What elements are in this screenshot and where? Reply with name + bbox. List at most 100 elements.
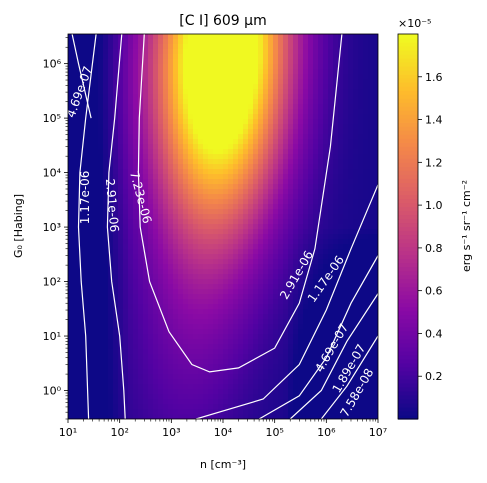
heatmap-cell (153, 369, 159, 375)
heatmap-cell (273, 329, 279, 335)
heatmap-cell (348, 134, 354, 140)
heatmap-cell (148, 149, 154, 155)
heatmap-cell (223, 174, 229, 180)
heatmap-cell (253, 324, 259, 330)
heatmap-cell (178, 269, 184, 275)
heatmap-cell (238, 159, 244, 165)
heatmap-cell (303, 274, 309, 280)
heatmap-cell (163, 364, 169, 370)
heatmap-cell (258, 344, 264, 350)
heatmap-cell (183, 124, 189, 130)
heatmap-cell (323, 179, 329, 185)
heatmap-cell (273, 89, 279, 95)
heatmap-cell (343, 219, 349, 225)
heatmap-cell (198, 229, 204, 235)
heatmap-cell (103, 124, 109, 130)
heatmap-cell (373, 244, 378, 250)
heatmap-cell (308, 264, 314, 270)
heatmap-cell (208, 104, 214, 110)
heatmap-cell (213, 59, 219, 65)
heatmap-cell (283, 174, 289, 180)
heatmap-cell (83, 269, 89, 275)
heatmap-cell (278, 74, 284, 80)
heatmap-cell (133, 174, 139, 180)
heatmap-cell (73, 314, 79, 320)
heatmap-cell (153, 149, 159, 155)
heatmap-cell (338, 94, 344, 100)
heatmap-cell (168, 414, 174, 419)
heatmap-cell (303, 324, 309, 330)
heatmap-cell (308, 344, 314, 350)
heatmap-cell (173, 234, 179, 240)
heatmap-cell (323, 264, 329, 270)
heatmap-cell (218, 314, 224, 320)
heatmap-cell (328, 249, 334, 255)
heatmap-cell (138, 354, 144, 360)
colorbar-segment (398, 198, 418, 204)
heatmap-cell (203, 184, 209, 190)
heatmap-cell (243, 154, 249, 160)
heatmap-cell (273, 59, 279, 65)
heatmap-cell (68, 364, 74, 370)
heatmap-cell (168, 214, 174, 220)
heatmap-cell (108, 189, 114, 195)
heatmap-cell (268, 254, 274, 260)
heatmap-cell (148, 84, 154, 90)
heatmap-cell (238, 214, 244, 220)
heatmap-cell (113, 354, 119, 360)
heatmap-cell (303, 214, 309, 220)
heatmap-cell (193, 194, 199, 200)
heatmap-cell (218, 239, 224, 245)
heatmap-cell (98, 229, 104, 235)
heatmap-cell (318, 74, 324, 80)
heatmap-cell (368, 109, 374, 115)
heatmap-cell (338, 149, 344, 155)
heatmap-cell (253, 169, 259, 175)
heatmap-cell (158, 74, 164, 80)
heatmap-cell (163, 224, 169, 230)
heatmap-cell (328, 189, 334, 195)
heatmap-cell (248, 299, 254, 305)
heatmap-cell (288, 74, 294, 80)
heatmap-cell (123, 289, 129, 295)
heatmap-cell (313, 254, 319, 260)
heatmap-cell (318, 89, 324, 95)
heatmap-cell (133, 279, 139, 285)
heatmap-cell (293, 224, 299, 230)
heatmap-cell (113, 374, 119, 380)
heatmap-cell (243, 234, 249, 240)
heatmap-cell (103, 179, 109, 185)
heatmap-cell (278, 349, 284, 355)
heatmap-cell (173, 414, 179, 419)
heatmap-cell (123, 304, 129, 310)
heatmap-cell (273, 259, 279, 265)
heatmap-cell (278, 154, 284, 160)
heatmap-cell (253, 289, 259, 295)
heatmap-cell (138, 39, 144, 45)
heatmap-cell (298, 114, 304, 120)
heatmap-cell (248, 389, 254, 395)
heatmap-cell (243, 169, 249, 175)
heatmap-cell (188, 219, 194, 225)
heatmap-cell (153, 344, 159, 350)
heatmap-cell (288, 394, 294, 400)
heatmap-cell (353, 219, 359, 225)
heatmap-cell (103, 129, 109, 135)
heatmap-cell (98, 154, 104, 160)
heatmap-cell (313, 274, 319, 280)
heatmap-cell (288, 49, 294, 55)
heatmap-cell (233, 64, 239, 70)
heatmap-cell (118, 109, 124, 115)
heatmap-cell (298, 104, 304, 110)
heatmap-cell (203, 379, 209, 385)
heatmap-cell (213, 394, 219, 400)
heatmap-cell (178, 59, 184, 65)
heatmap-cell (328, 119, 334, 125)
heatmap-cell (113, 179, 119, 185)
heatmap-cell (183, 194, 189, 200)
heatmap-cell (293, 194, 299, 200)
heatmap-cell (73, 59, 79, 65)
heatmap-cell (348, 279, 354, 285)
heatmap-cell (123, 359, 129, 365)
heatmap-cell (78, 314, 84, 320)
